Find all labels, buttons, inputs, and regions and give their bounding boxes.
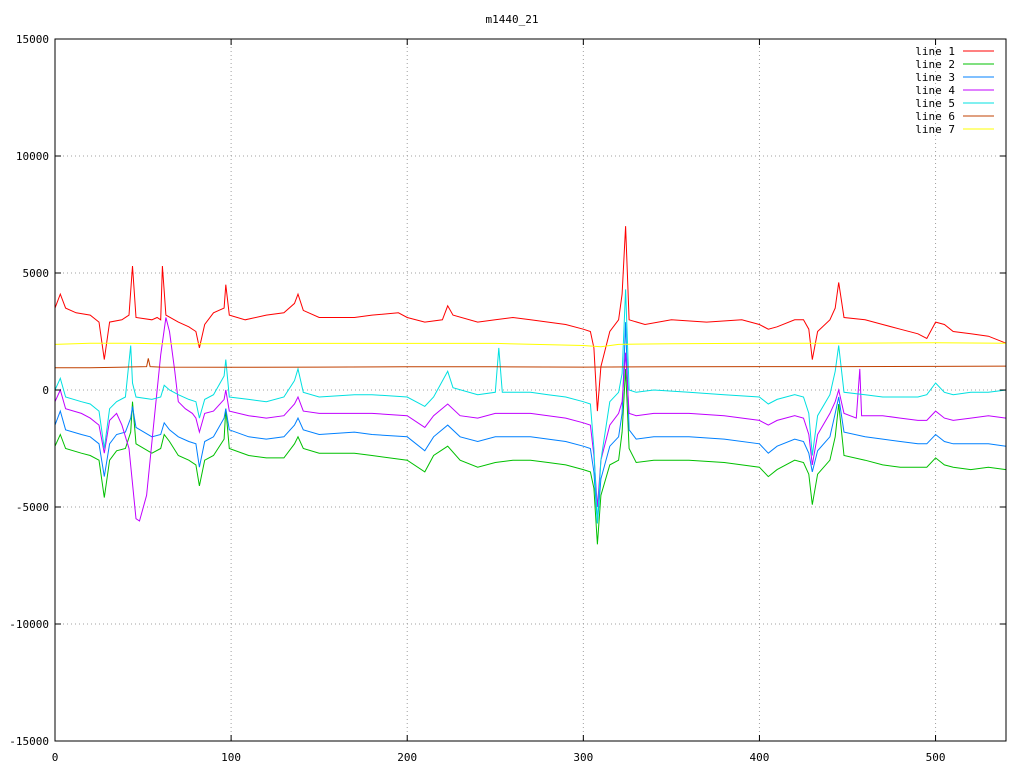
y-tick-label: -10000 [9,618,49,631]
series-line-7 [54,342,1007,348]
grid [55,39,1006,741]
y-tick-label: 15000 [16,33,49,46]
legend-label: line 2 [915,58,955,71]
y-tick-label: 10000 [16,150,49,163]
series-line-1 [54,226,1007,412]
series-line-4 [54,317,1007,522]
x-tick-label: 200 [397,751,417,764]
y-tick-label: -15000 [9,735,49,748]
legend-label: line 3 [915,71,955,84]
axis-ticks: -15000 -10000 -5000 0 5000 10000 15000 0 100 200 3… [9,33,1006,764]
y-tick-label: 5000 [23,267,50,280]
x-tick-label: 500 [926,751,946,764]
legend-label: line 4 [915,84,955,97]
series-line-2 [54,368,1007,545]
legend-label: line 6 [915,110,955,123]
legend-label: line 1 [915,45,955,58]
legend-label: line 5 [915,97,955,110]
series-line-3 [54,322,1007,524]
y-tick-label: 0 [42,384,49,397]
y-tick-label: -5000 [16,501,49,514]
x-tick-label: 0 [52,751,59,764]
series-line-6 [55,358,1007,369]
x-tick-label: 400 [750,751,770,764]
x-tick-label: 300 [573,751,593,764]
x-tick-label: 100 [221,751,241,764]
legend-label: line 7 [915,123,955,136]
chart-title: m1440_21 [486,13,539,26]
series-line-5 [54,289,1007,524]
series-lines [54,226,1007,545]
